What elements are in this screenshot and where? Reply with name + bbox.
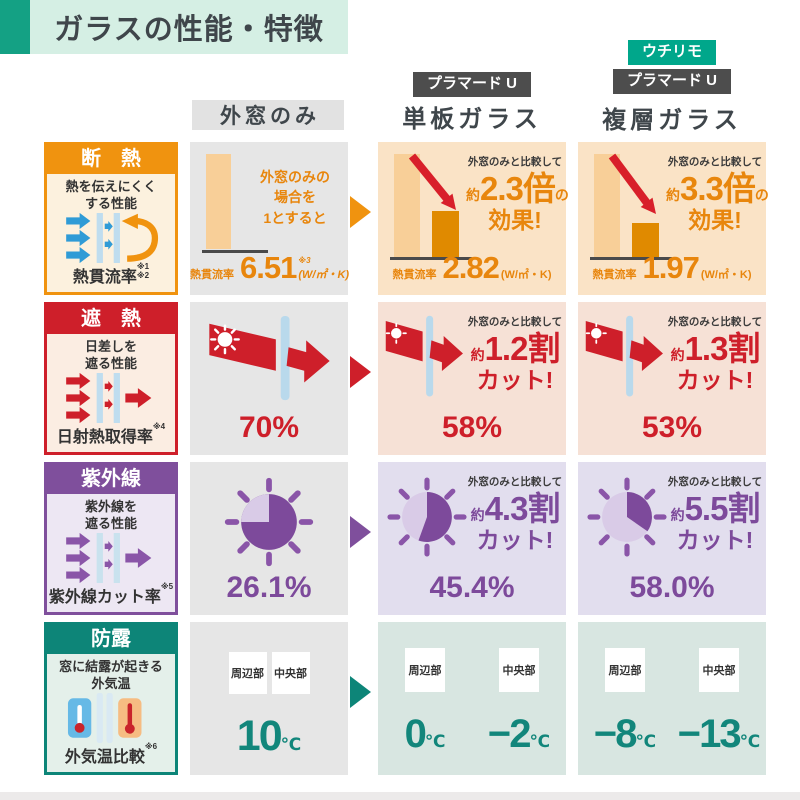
heat-gain-value: 53%	[641, 411, 703, 444]
uv-cut-value: 26.1%	[226, 571, 312, 604]
dew-single-panel: 周辺部 0℃ 中央部 −2℃	[378, 622, 566, 775]
column-name-double-glass: 複層ガラス	[602, 107, 742, 134]
base-caption: 外窓のみの 場合を 1とすると	[260, 169, 330, 226]
temperature-value: −8℃	[593, 712, 657, 756]
insulation-label-card: 断 熱 熱を伝えにくく する性能	[44, 142, 178, 295]
sun-beam-icon	[190, 314, 348, 404]
comparison-text: 外窓のみと比較して 約3.3倍の 効果!	[666, 156, 769, 233]
title-accent-block	[0, 0, 30, 54]
edge-column: 周辺部 −8℃	[578, 622, 672, 775]
uv-cut-value: 58.0%	[629, 571, 715, 604]
uchirimo-badge: ウチリモ	[627, 40, 716, 65]
row-insulation: 断 熱 熱を伝えにくく する性能	[0, 142, 800, 295]
row-title: 防露	[47, 625, 175, 654]
heat-gain-value: 70%	[238, 411, 300, 444]
row-metric-label: 日射熱取得率 ※4	[56, 422, 166, 446]
center-label: 中央部	[499, 648, 539, 692]
u-value: 熱貫流率 1.97 (W/㎡・K)	[592, 250, 752, 285]
uv-base-panel: 26.1%	[190, 462, 348, 615]
sun-beam-icon	[584, 314, 670, 405]
sun-pie-icon	[384, 474, 470, 565]
dew-double-panel: 周辺部 −8℃ 中央部 −13℃	[578, 622, 766, 775]
heat-shield-arrows-icon	[47, 372, 175, 423]
arrow-right-icon	[350, 516, 371, 548]
row-description: 紫外線を 遮る性能	[84, 499, 137, 531]
row-metric-label: 紫外線カット率 ※5	[48, 582, 174, 606]
uv-single-panel: 外窓のみと比較して 約4.3割 カット! 45.4%	[378, 462, 566, 615]
page-title: ガラスの性能・特徴	[54, 14, 324, 46]
temperature-value: 10℃	[236, 712, 302, 760]
edge-column: 周辺部 0℃	[378, 622, 472, 775]
u-value: 熱貫流率 2.82 (W/㎡・K)	[392, 250, 552, 285]
column-header-double: ウチリモ プラマード U 複層ガラス	[578, 40, 766, 135]
insulation-double-panel: 外窓のみと比較して 約3.3倍の 効果! 熱貫流率 1.97 (W/㎡・K)	[578, 142, 769, 295]
comparison-text: 外窓のみと比較して 約5.5割 カット!	[667, 476, 763, 553]
plamado-badge: プラマード U	[412, 72, 531, 97]
temperature-value: 0℃	[404, 712, 446, 756]
arrow-right-icon	[350, 196, 371, 228]
comparison-text: 外窓のみと比較して 約4.3割 カット!	[467, 476, 563, 553]
title-band: ガラスの性能・特徴	[30, 0, 348, 54]
center-label: 中央部	[271, 652, 310, 694]
decrease-arrow-icon	[608, 153, 656, 214]
insulation-arrows-icon	[47, 212, 175, 263]
temperature-value: −13℃	[677, 712, 761, 756]
center-column: 中央部 −2℃	[472, 622, 566, 775]
heat-shield-single-panel: 外窓のみと比較して 約1.2割 カット! 58%	[378, 302, 566, 455]
row-title: 断 熱	[47, 145, 175, 174]
row-metric-label: 熱貫流率 ※1 ※2	[72, 262, 150, 286]
heat-shield-double-panel: 外窓のみと比較して 約1.3割 カット! 53%	[578, 302, 766, 455]
sun-pie-icon	[584, 474, 670, 565]
u-value: 熱貫流率 6.51 ※3 (W/㎡・K)	[190, 250, 350, 285]
uv-cut-value: 45.4%	[429, 571, 515, 604]
row-dew: 防露 窓に結露が起きる 外気温 外気温比較 ※6	[0, 622, 800, 775]
row-description: 熱を伝えにくく する性能	[65, 179, 157, 211]
row-uv: 紫外線 紫外線を 遮る性能	[0, 462, 800, 615]
center-column: 中央部 −13℃	[672, 622, 766, 775]
temperature-value: −2℃	[487, 712, 551, 756]
thermometers-icon	[47, 692, 175, 743]
arrow-right-icon	[350, 676, 371, 708]
comparison-text: 外窓のみと比較して 約1.3割 カット!	[667, 316, 763, 393]
dew-base-panel: 周辺部 中央部 10℃	[190, 622, 348, 775]
row-description: 日差しを 遮る性能	[84, 339, 137, 371]
row-title: 遮 熱	[47, 305, 175, 334]
uv-arrows-icon	[47, 532, 175, 583]
plamado-badge: プラマード U	[612, 69, 731, 94]
edge-label: 周辺部	[228, 652, 267, 694]
column-name-single-glass: 単板ガラス	[402, 106, 542, 133]
column-header-base: 外窓のみ	[192, 100, 344, 130]
edge-label: 周辺部	[605, 648, 645, 692]
row-description: 窓に結露が起きる 外気温	[59, 659, 163, 691]
comparison-text: 外窓のみと比較して 約1.2割 カット!	[467, 316, 563, 393]
center-label: 中央部	[699, 648, 739, 692]
dew-label-card: 防露 窓に結露が起きる 外気温 外気温比較 ※6	[44, 622, 178, 775]
comparison-bars	[390, 152, 474, 270]
comparison-bars	[590, 152, 674, 270]
row-title: 紫外線	[47, 465, 175, 494]
heat-shield-label-card: 遮 熱 日差しを 遮る性能	[44, 302, 178, 455]
uv-double-panel: 外窓のみと比較して 約5.5割 カット! 58.0%	[578, 462, 766, 615]
decrease-arrow-icon	[408, 153, 456, 210]
bottom-strip	[0, 792, 800, 800]
sun-pie-icon	[190, 474, 348, 570]
row-metric-label: 外気温比較 ※6	[64, 742, 158, 766]
row-heat-shield: 遮 熱 日差しを 遮る性能	[0, 302, 800, 455]
uv-label-card: 紫外線 紫外線を 遮る性能	[44, 462, 178, 615]
baseline	[202, 250, 268, 253]
arrow-right-icon	[350, 356, 371, 388]
base-bar	[206, 154, 231, 249]
sun-beam-icon	[384, 314, 470, 405]
insulation-single-panel: 外窓のみと比較して 約2.3倍の 効果! 熱貫流率 2.82 (W/㎡・K)	[378, 142, 569, 295]
column-header-single: プラマード U 単板ガラス	[378, 72, 566, 134]
heat-shield-base-panel: 70%	[190, 302, 348, 455]
position-labels: 周辺部 中央部	[190, 652, 348, 694]
comparison-text: 外窓のみと比較して 約2.3倍の 効果!	[466, 156, 569, 233]
edge-label: 周辺部	[405, 648, 445, 692]
heat-gain-value: 58%	[441, 411, 503, 444]
insulation-base-panel: 外窓のみの 場合を 1とすると 熱貫流率 6.51 ※3 (W/㎡・K)	[190, 142, 350, 295]
